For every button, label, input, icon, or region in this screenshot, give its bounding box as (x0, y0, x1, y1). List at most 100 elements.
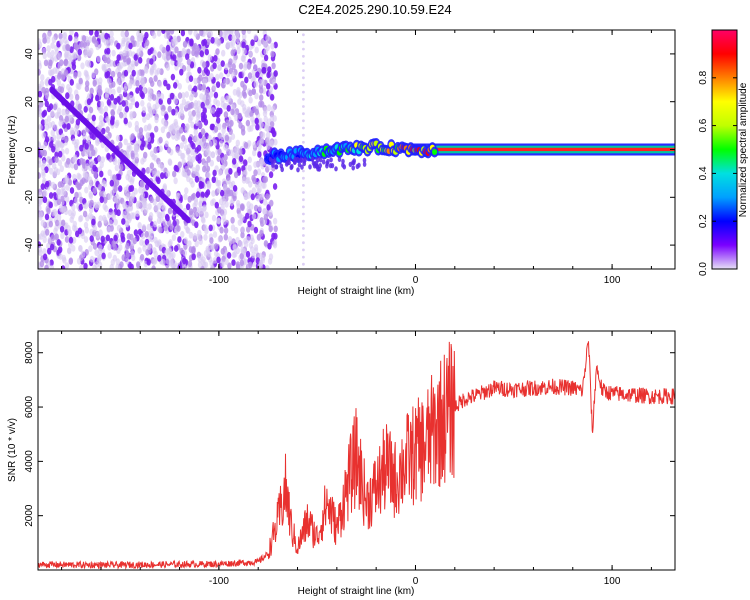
spectrogram-noise-cell (186, 58, 192, 66)
spectrogram-noise-cell (77, 48, 83, 56)
spectrogram-noise-cell (42, 149, 47, 157)
spectrogram-noise-cell (48, 158, 53, 166)
spectrogram-noise-cell (109, 30, 114, 38)
spectrogram-noise-cell (239, 259, 245, 267)
spectrogram-noise-cell (38, 160, 42, 168)
spectrogram-noise-cell (119, 111, 124, 119)
spectrogram-noise-cell (172, 220, 177, 227)
spectrogram-noise-cell (56, 133, 61, 140)
spectrogram-noise-cell (205, 98, 210, 106)
spectrogram-noise-cell (190, 121, 195, 129)
spectrogram-noise-cell (98, 115, 104, 122)
spectrogram-noise-cell (71, 245, 76, 252)
spectrogram-noise-cell (193, 30, 198, 37)
spectrogram-noise-cell (302, 112, 305, 116)
spectrogram-noise-cell (204, 191, 209, 198)
spectrogram-noise-cell (83, 202, 89, 210)
spectrogram-noise-cell (136, 69, 141, 77)
spectrogram-noise-cell (137, 247, 142, 254)
spectrogram-noise-cell (91, 218, 96, 226)
spectrogram-noise-cell (208, 224, 213, 232)
spectrogram-noise-cell (210, 151, 216, 159)
spectrogram-noise-cell (64, 115, 70, 123)
spectrogram-noise-cell (143, 151, 148, 159)
spectrogram-noise-cell (197, 256, 202, 263)
spectrogram-noise-cell (259, 159, 264, 167)
spectrogram-noise-cell (255, 194, 261, 202)
spectrogram-noise-cell (158, 136, 163, 144)
spectrogram-noise-cell (156, 202, 162, 210)
spectrogram-noise-cell (105, 116, 110, 123)
spectrogram-noise-cell (111, 213, 116, 221)
y-tick-label: 0 (24, 146, 35, 152)
spectrogram-noise-cell (81, 35, 87, 42)
spectrogram-noise-cell (223, 233, 228, 241)
spectrogram-noise-cell (98, 77, 103, 85)
spectrogram-noise-cell (220, 260, 225, 268)
spectrogram-noise-cell (236, 203, 241, 210)
spectrogram-noise-cell (205, 69, 210, 77)
spectrogram-noise-cell (116, 42, 121, 50)
spectrogram-noise-cell (223, 189, 228, 197)
spectrogram-noise-cell (167, 207, 173, 215)
spectrogram-noise-cell (116, 96, 121, 103)
spectrogram-noise-cell (128, 42, 133, 50)
spectrogram-noise-cell (158, 145, 163, 153)
spectrogram-noise-cell (190, 148, 195, 156)
spectrogram-noise-cell (105, 126, 110, 133)
spectrogram-noise-cell (213, 55, 218, 62)
spectrogram-noise-cell (131, 192, 136, 199)
spectrogram-noise-cell (193, 42, 198, 50)
spectrogram-noise-cell (67, 247, 72, 254)
spectrogram-noise-cell (74, 197, 79, 205)
spectrogram-noise-cell (69, 46, 74, 54)
spectrogram-noise-cell (202, 78, 207, 86)
colorbar-label: Normalized spectral amplitude (738, 82, 749, 217)
spectrogram-noise-cell (197, 83, 202, 91)
spectrogram-noise-cell (237, 212, 243, 220)
spectrogram-noise-cell (269, 140, 274, 148)
spectrogram-noise-cell (217, 235, 223, 243)
spectrogram-noise-cell (42, 109, 48, 117)
spectrogram-noise-cell (95, 94, 100, 102)
spectrogram-noise-cell (201, 39, 206, 47)
spectrogram-noise-cell (71, 224, 77, 232)
spectrogram-noise-cell (68, 236, 74, 244)
spectrogram-noise-cell (52, 170, 57, 178)
spectrogram-noise-cell (210, 242, 215, 250)
spectrogram-noise-cell (230, 49, 235, 57)
spectrogram-noise-cell (302, 62, 305, 65)
spectrogram-noise-cell (208, 140, 213, 148)
spectrogram-noise-cell (211, 190, 216, 197)
spectrogram-noise-cell (169, 30, 175, 35)
spectrogram-noise-cell (122, 50, 127, 57)
spectrogram-noise-cell (84, 59, 90, 67)
spectrogram-noise-cell (172, 170, 177, 178)
spectrogram-noise-cell (262, 198, 268, 206)
spectrogram-noise-cell (61, 154, 66, 162)
spectrogram-noise-cell (207, 134, 212, 142)
spectrogram-noise-cell (161, 53, 167, 60)
spectrogram-noise-cell (183, 237, 188, 245)
spectrogram-noise-cell (56, 79, 62, 87)
spectrogram-noise-cell (46, 45, 51, 52)
spectrogram-noise-cell (211, 198, 216, 206)
spectrogram-noise-cell (155, 170, 161, 178)
spectrogram-noise-cell (248, 50, 253, 58)
spectrogram-noise-cell (235, 147, 240, 155)
spectrogram-noise-cell (118, 185, 123, 193)
y-tick-label: -20 (24, 190, 35, 205)
spectrogram-noise-cell (209, 123, 215, 131)
spectrogram-noise-cell (213, 243, 219, 250)
spectrogram-noise-cell (157, 254, 162, 262)
spectrogram-noise-cell (38, 90, 43, 98)
spectrogram-noise-cell (160, 210, 166, 218)
spectrogram-noise-cell (84, 143, 89, 150)
spectrogram-noise-cell (219, 226, 224, 234)
spectrogram-noise-cell (170, 73, 176, 81)
signal-scatter-cell (362, 157, 367, 163)
spectrogram-noise-cell (130, 152, 136, 160)
spectrogram-noise-cell (184, 91, 189, 98)
spectrogram-noise-cell (153, 107, 158, 115)
spectrogram-noise-cell (58, 253, 63, 260)
